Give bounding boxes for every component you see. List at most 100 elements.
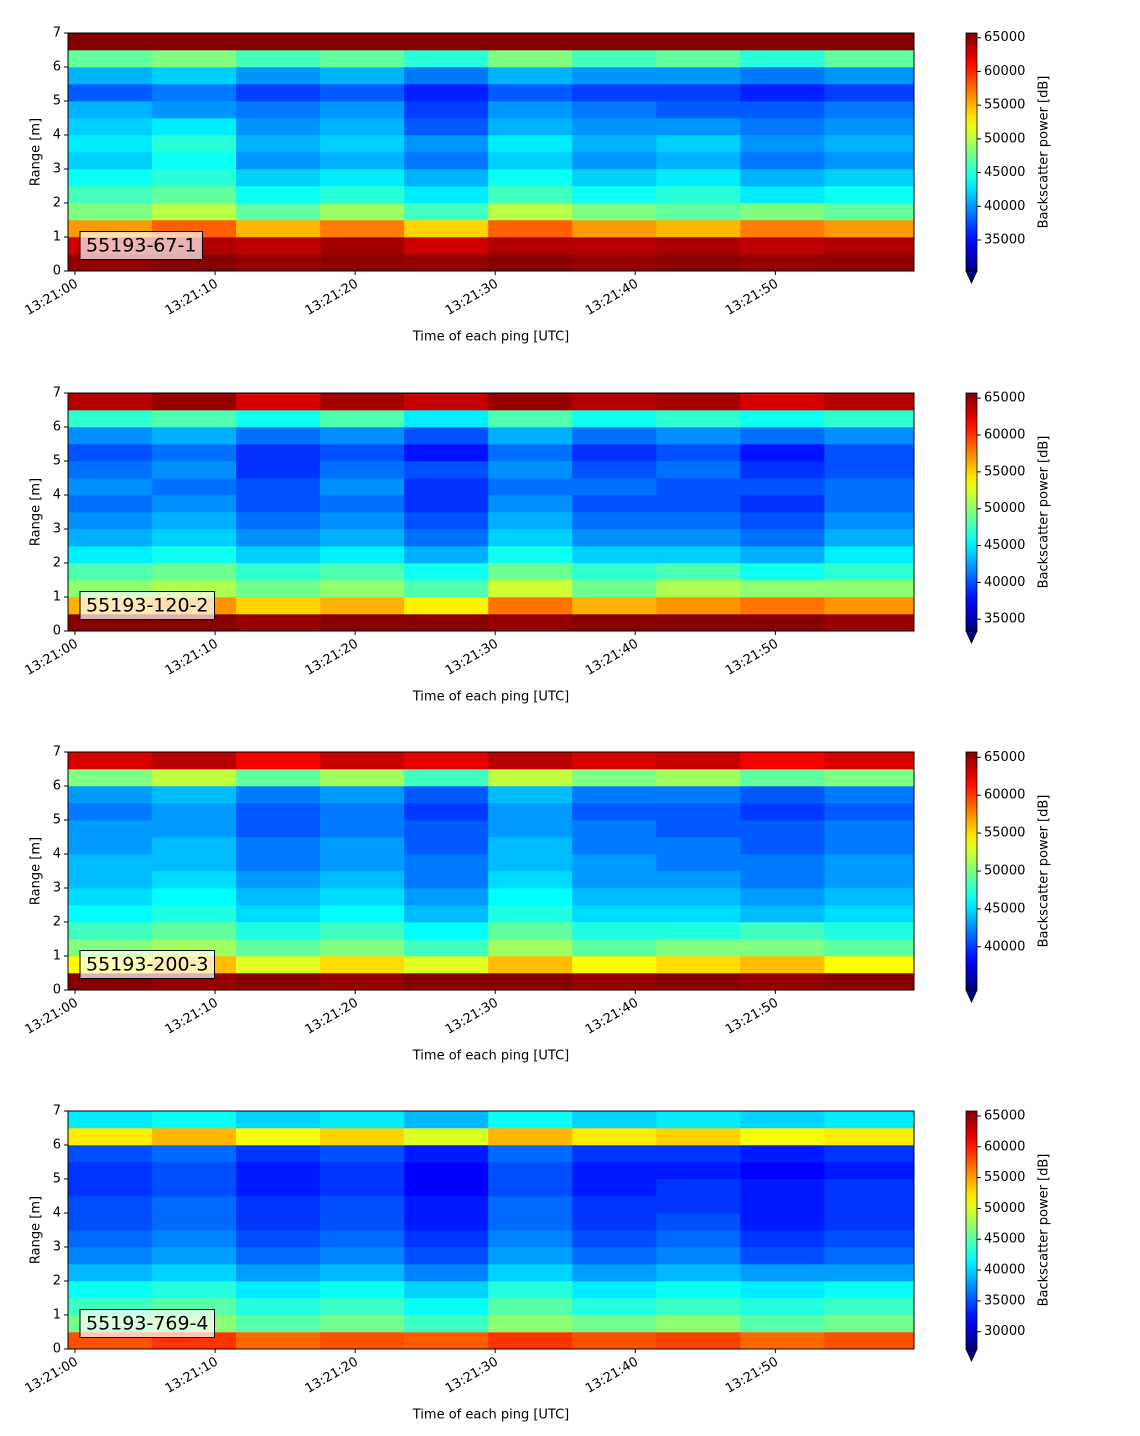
heat-cell — [656, 169, 741, 187]
heat-cell — [824, 410, 915, 428]
heat-cell — [68, 186, 153, 204]
annotation-text: 55193-67-1 — [86, 235, 196, 257]
heat-cell — [572, 237, 657, 255]
heat-cell — [824, 854, 915, 872]
x-tick-label: 13:21:10 — [163, 1355, 221, 1397]
heat-cell — [572, 922, 657, 940]
heat-cell — [740, 614, 825, 632]
heat-cell — [320, 220, 405, 238]
heat-cell — [824, 769, 915, 787]
y-tick-label: 6 — [53, 1138, 61, 1153]
heat-cell — [740, 135, 825, 153]
heat-cell — [68, 393, 153, 411]
heat-cell — [68, 837, 153, 855]
heat-cell — [656, 118, 741, 136]
heat-cell — [68, 1111, 153, 1129]
colorbar-tick-label: 65000 — [984, 750, 1025, 765]
y-tick-label: 5 — [53, 94, 61, 109]
heat-cell — [236, 410, 321, 428]
heat-cell — [404, 152, 489, 170]
y-axis-label: Range [m] — [29, 118, 44, 186]
heat-cell — [740, 1145, 825, 1163]
heat-cell — [740, 529, 825, 547]
heat-cell — [320, 152, 405, 170]
colorbar-tick-label: 35000 — [984, 232, 1025, 247]
colorbar-tick-label: 40000 — [984, 939, 1025, 954]
heat-cell — [488, 939, 573, 957]
heat-cell — [824, 546, 915, 564]
heat-cell — [404, 1145, 489, 1163]
heat-cell — [572, 1213, 657, 1231]
heat-cell — [824, 973, 915, 991]
heat-cell — [320, 410, 405, 428]
heat-cell — [236, 854, 321, 872]
heat-cell — [656, 837, 741, 855]
heat-cell — [656, 135, 741, 153]
heat-cell — [404, 169, 489, 187]
heat-cell — [572, 786, 657, 804]
heat-cell — [236, 1298, 321, 1316]
heat-cell — [152, 1179, 237, 1197]
annotation-text: 55193-200-3 — [86, 954, 209, 976]
heat-cell — [740, 837, 825, 855]
heat-cell — [824, 152, 915, 170]
heat-cell — [488, 203, 573, 221]
heat-cell — [488, 1196, 573, 1214]
plot-frame — [67, 751, 915, 991]
heat-cell — [740, 1128, 825, 1146]
heat-cell — [404, 118, 489, 136]
heat-cell — [404, 220, 489, 238]
heat-cell — [488, 614, 573, 632]
y-tick-label: 0 — [53, 264, 61, 279]
heat-cell — [740, 118, 825, 136]
heat-cell — [236, 1162, 321, 1180]
x-tick-label: 13:21:20 — [303, 1355, 361, 1397]
heat-cell — [320, 769, 405, 787]
heat-cell — [404, 752, 489, 770]
heat-cell — [740, 905, 825, 923]
heat-cell — [68, 444, 153, 462]
heat-cell — [656, 186, 741, 204]
heat-cell — [824, 1213, 915, 1231]
heat-cell — [572, 837, 657, 855]
heat-cell — [236, 529, 321, 547]
heat-cell — [404, 1162, 489, 1180]
heat-cell — [572, 1230, 657, 1248]
heat-cell — [572, 529, 657, 547]
colorbar-tick-label: 40000 — [984, 1263, 1025, 1278]
y-tick-label: 1 — [53, 590, 61, 605]
heat-cell — [572, 1179, 657, 1197]
heat-cell — [740, 152, 825, 170]
x-axis-label: Time of each ping [UTC] — [412, 1408, 570, 1423]
colorbar — [965, 32, 978, 272]
colorbar-tick-label: 35000 — [984, 1293, 1025, 1308]
heat-cell — [740, 1247, 825, 1265]
annotation: 55193-769-4 — [79, 1309, 216, 1338]
heat-cell — [740, 597, 825, 615]
y-tick-label: 4 — [53, 128, 61, 143]
heat-cell — [656, 444, 741, 462]
heat-cell — [236, 1315, 321, 1333]
heat-cell — [68, 1230, 153, 1248]
heat-cell — [824, 1315, 915, 1333]
heat-cell — [236, 427, 321, 445]
heat-cell — [404, 1247, 489, 1265]
heat-cell — [152, 169, 237, 187]
y-tick-label: 3 — [53, 1240, 61, 1255]
heat-cell — [824, 478, 915, 496]
heat-cell — [404, 444, 489, 462]
heat-cell — [740, 1298, 825, 1316]
heat-cell — [404, 478, 489, 496]
heat-cell — [404, 427, 489, 445]
heat-cell — [572, 169, 657, 187]
heat-cell — [824, 1162, 915, 1180]
heat-cell — [824, 461, 915, 479]
colorbar-label: Backscatter power [dB] — [1037, 436, 1052, 589]
heat-cell — [656, 152, 741, 170]
heat-cell — [740, 973, 825, 991]
heat-cell — [824, 1179, 915, 1197]
heat-cell — [68, 169, 153, 187]
heat-cell — [404, 1213, 489, 1231]
heat-cell — [320, 871, 405, 889]
y-tick-label: 0 — [53, 624, 61, 639]
